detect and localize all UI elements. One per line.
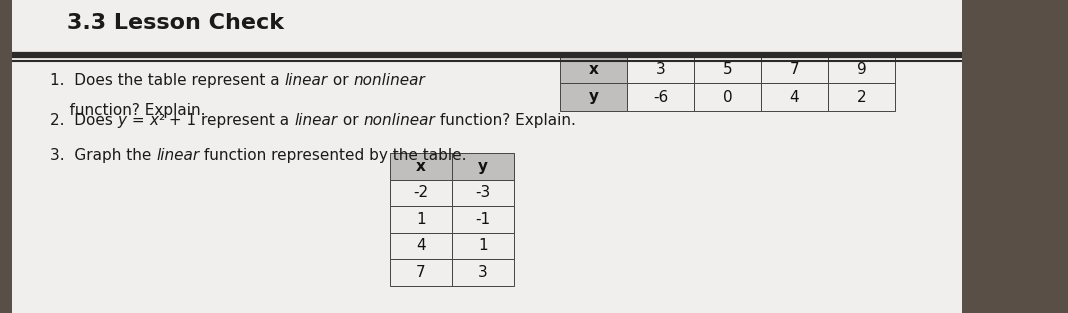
Text: 3.  Graph the: 3. Graph the (50, 148, 156, 163)
Bar (560, 55, 627, 83)
Text: 1.  Does the table represent a: 1. Does the table represent a (50, 73, 284, 88)
Text: 4: 4 (789, 90, 799, 105)
Text: linear: linear (156, 148, 200, 163)
Bar (828, 83, 895, 111)
Text: nonlinear: nonlinear (354, 73, 425, 88)
Text: 3: 3 (478, 265, 488, 280)
Text: linear: linear (284, 73, 328, 88)
Text: -1: -1 (475, 212, 490, 227)
Bar (761, 83, 828, 111)
Text: 1: 1 (478, 238, 488, 253)
Text: or: or (328, 73, 354, 88)
Bar (761, 55, 828, 83)
Text: 3: 3 (656, 61, 665, 76)
Text: function? Explain.: function? Explain. (435, 113, 576, 128)
Text: 5: 5 (723, 61, 733, 76)
Text: ²: ² (158, 113, 164, 128)
Text: 0: 0 (723, 90, 733, 105)
Text: 1: 1 (417, 212, 426, 227)
Bar (560, 83, 627, 111)
Bar (390, 153, 452, 179)
Bar (452, 259, 514, 285)
Text: 3.3 Lesson Check: 3.3 Lesson Check (67, 13, 284, 33)
Text: nonlinear: nonlinear (363, 113, 435, 128)
Text: function? Explain.: function? Explain. (50, 103, 205, 118)
Bar (452, 179, 514, 206)
Bar (390, 206, 452, 233)
Text: x: x (150, 113, 158, 128)
Bar (627, 55, 694, 83)
Text: 7: 7 (789, 61, 799, 76)
Text: y: y (588, 90, 598, 105)
Text: 7: 7 (417, 265, 426, 280)
Bar (12, 0, 962, 313)
Bar (452, 233, 514, 259)
Bar (828, 55, 895, 83)
Text: 4: 4 (417, 238, 426, 253)
Text: 9: 9 (857, 61, 866, 76)
Text: or: or (337, 113, 363, 128)
Text: + 1 represent a: + 1 represent a (164, 113, 295, 128)
Bar (452, 206, 514, 233)
Text: -6: -6 (653, 90, 669, 105)
Bar (627, 83, 694, 111)
Text: -3: -3 (475, 185, 490, 200)
Text: 2.  Does: 2. Does (50, 113, 117, 128)
Bar (694, 83, 761, 111)
Text: y: y (478, 159, 488, 174)
Bar (390, 179, 452, 206)
Text: -2: -2 (413, 185, 428, 200)
Bar (694, 55, 761, 83)
Text: function represented by the table.: function represented by the table. (200, 148, 467, 163)
Bar (390, 259, 452, 285)
Text: 2: 2 (857, 90, 866, 105)
Bar (390, 233, 452, 259)
Text: =: = (127, 113, 150, 128)
Text: x: x (417, 159, 426, 174)
Text: x: x (588, 61, 598, 76)
Bar (452, 153, 514, 179)
Text: linear: linear (295, 113, 337, 128)
Text: y: y (117, 113, 127, 128)
